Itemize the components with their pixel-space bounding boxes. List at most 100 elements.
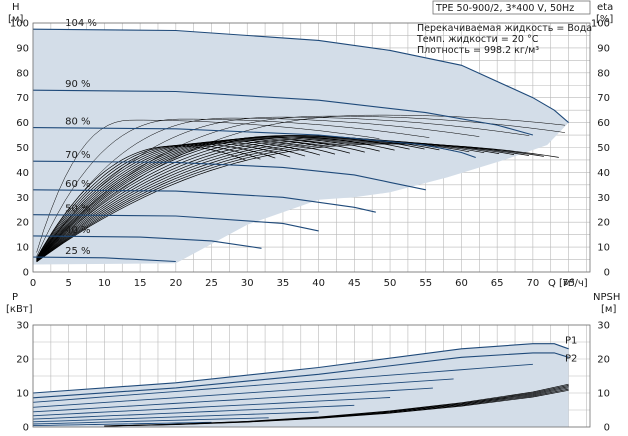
p1-curve — [32, 343, 569, 394]
power-panel-frame — [32, 324, 591, 428]
y-axis-label-npsh: NPSH — [593, 292, 620, 303]
condition-density: Плотность = 998.2 кг/м³ — [417, 45, 539, 56]
x-tick-label: 25 — [205, 278, 218, 289]
x-tick-label: 55 — [419, 278, 432, 289]
operating-envelope-area — [33, 29, 569, 265]
npsh-curve — [104, 383, 569, 427]
power-curve — [32, 421, 212, 427]
p2-curve — [32, 352, 569, 399]
p1-label: P1 — [565, 336, 577, 347]
speed-curve-70 — [32, 160, 426, 191]
y-axis-label-head: H — [12, 2, 20, 13]
npsh-y-tick-label: 30 — [597, 321, 610, 332]
p2-label: P2 — [565, 354, 577, 365]
system-curve — [36, 140, 321, 260]
eta-y-tick-label: 10 — [597, 243, 610, 254]
x-tick-label: 35 — [277, 278, 290, 289]
y-axis-label-eta: eta — [597, 2, 613, 13]
speed-curve-90 — [32, 89, 534, 136]
x-tick-label: 50 — [384, 278, 397, 289]
eta-y-tick-label: 70 — [597, 93, 610, 104]
power-y-tick-label: 20 — [16, 355, 29, 366]
npsh-y-tick-label: 20 — [597, 355, 610, 366]
eta-y-tick-label: 50 — [597, 143, 610, 154]
head-y-tick-label: 10 — [16, 243, 29, 254]
power-curve — [32, 387, 433, 413]
speed-curve-25 — [32, 256, 176, 263]
eta-y-tick-label: 40 — [597, 168, 610, 179]
eta-y-tick-label: 30 — [597, 193, 610, 204]
x-tick-label: 75 — [562, 278, 575, 289]
condition-temperature: Темп. жидкости = 20 °C — [416, 34, 539, 45]
x-tick-label: 70 — [527, 278, 540, 289]
speed-label: 50 % — [65, 204, 90, 215]
eta-y-tick-label: 80 — [597, 68, 610, 79]
speed-label: 60 % — [65, 179, 90, 190]
eta-y-tick-label: 90 — [597, 43, 610, 54]
x-tick-label: 40 — [312, 278, 325, 289]
pump-title: TPE 50-900/2, 3*400 V, 50Hz — [435, 3, 574, 14]
x-tick-label: 5 — [66, 278, 72, 289]
y-axis-unit-power: [кВт] — [6, 304, 33, 315]
head-y-tick-label: 90 — [16, 43, 29, 54]
x-axis-label: Q [м³/ч] — [548, 278, 588, 289]
system-curve — [36, 136, 395, 261]
power-curve — [32, 397, 391, 417]
title-box: TPE 50-900/2, 3*400 V, 50Hz — [432, 0, 591, 15]
speed-curve-60 — [32, 189, 376, 213]
speed-label: 104 % — [65, 18, 97, 29]
speed-label: 70 % — [65, 150, 90, 161]
system-curve-outer — [36, 116, 530, 260]
operating-envelope — [33, 29, 569, 265]
power-curve — [32, 363, 533, 403]
head-y-tick-label: 30 — [16, 193, 29, 204]
system-curve-outer — [36, 114, 566, 262]
y-axis-unit-eta: [%] — [596, 14, 613, 25]
y-axis-unit-head: [м] — [8, 14, 23, 25]
power-y-tick-label: 0 — [23, 423, 29, 434]
power-curve — [32, 411, 319, 423]
head-y-tick-label: 50 — [16, 143, 29, 154]
speed-label: 80 % — [65, 117, 90, 128]
system-curve — [36, 142, 291, 260]
power-curve — [32, 417, 269, 425]
system-curve — [36, 143, 276, 259]
condition-fluid: Перекачиваемая жидкость = Вода — [417, 23, 592, 34]
x-tick-label: 65 — [491, 278, 504, 289]
npsh-y-tick-label: 10 — [597, 389, 610, 400]
power-curves: P1 P2 — [32, 336, 577, 427]
x-tick-label: 15 — [134, 278, 147, 289]
speed-curve-50 — [32, 214, 319, 232]
system-curve-outer — [36, 117, 480, 259]
y-axis-label-power: P — [12, 292, 18, 303]
head-y-tick-label: 60 — [16, 118, 29, 129]
x-tick-label: 30 — [241, 278, 254, 289]
system-curves — [36, 114, 566, 263]
title-frame — [432, 0, 591, 15]
speed-label: 40 % — [65, 225, 90, 236]
power-curve — [32, 378, 454, 408]
eta-y-tick-label: 0 — [604, 268, 610, 279]
speed-label: 90 % — [65, 79, 90, 90]
head-y-tick-label: 80 — [16, 68, 29, 79]
power-curve — [32, 404, 355, 420]
head-y-tick-label: 40 — [16, 168, 29, 179]
power-y-tick-label: 30 — [16, 321, 29, 332]
speed-curve-40 — [32, 235, 262, 249]
eta-y-tick-label: 60 — [597, 118, 610, 129]
x-tick-label: 0 — [30, 278, 36, 289]
head-y-tick-label: 0 — [23, 268, 29, 279]
eta-y-tick-label: 20 — [597, 218, 610, 229]
x-tick-label: 45 — [348, 278, 361, 289]
panel-frames — [32, 22, 591, 428]
head-y-tick-label: 70 — [16, 93, 29, 104]
y-axis-unit-npsh: [м] — [601, 304, 616, 315]
system-curve-outer — [36, 119, 380, 253]
system-curve-outer — [36, 115, 566, 261]
head-panel-frame — [32, 22, 591, 273]
npsh-y-tick-label: 0 — [604, 423, 610, 434]
x-tick-label: 60 — [455, 278, 468, 289]
